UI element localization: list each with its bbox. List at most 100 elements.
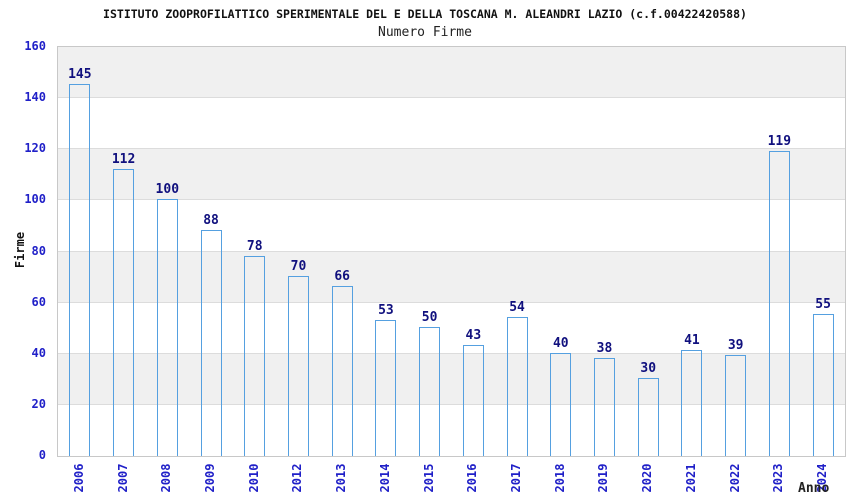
bar-value-label: 43 [465,328,482,344]
bar-2020 [637,378,659,456]
bar-value-label: 40 [552,335,569,351]
gridline [58,301,845,303]
bar-value-label: 30 [640,361,657,377]
x-tick-cell: 2016 [450,457,494,499]
x-tick-cell: 2018 [538,457,582,499]
x-tick-cell: 2017 [494,457,538,499]
y-tick-label-100: 100 [24,192,46,207]
bar-column-2017: 54 [495,47,539,456]
bar-2015 [419,327,441,456]
bar-value-label: 70 [290,259,307,275]
bar-value-label: 100 [155,182,180,198]
x-tick-label-2022: 2022 [727,463,742,493]
bar-column-2008: 100 [145,47,189,456]
bar-column-2013: 66 [320,47,364,456]
x-tick-label-2010: 2010 [246,463,261,493]
grid-band [58,47,845,99]
bar-value-label: 53 [378,302,394,318]
bar-value-label: 50 [421,310,438,326]
bar-2014 [375,319,397,456]
y-tick-label-120: 120 [24,141,46,156]
bar-2006 [69,84,91,456]
x-tick-label-2012: 2012 [290,463,305,493]
x-tick-cell: 2006 [57,457,101,499]
x-tick-label-2023: 2023 [771,463,786,493]
x-tick-cell: 2021 [669,457,713,499]
bar-2024 [812,314,834,456]
bar-column-2024: 55 [801,47,845,456]
bars-row: 145 112 100 88 78 70 66 53 50 43 54 40 38 30 41 39 119 55 [58,47,845,456]
bar-column-2010: 78 [233,47,277,456]
x-tick-label-2009: 2009 [203,463,218,493]
grid-band [58,302,845,354]
bar-2012 [287,276,309,456]
bar-value-label: 88 [203,213,219,229]
x-tick-label-2017: 2017 [509,463,524,493]
x-tick-cell: 2014 [363,457,407,499]
gridline [58,250,845,252]
grid-band [58,251,845,303]
bar-column-2012: 70 [277,47,321,456]
x-tick-label-2008: 2008 [159,463,174,493]
y-tick-label-80: 80 [31,243,46,258]
gridline [58,148,845,150]
bar-column-2016: 43 [451,47,495,456]
bar-column-2019: 38 [583,47,627,456]
bar-column-2020: 30 [626,47,670,456]
x-tick-cell: 2009 [188,457,232,499]
bar-value-label: 38 [596,340,613,356]
gridline [58,199,845,201]
x-axis-tick-labels: 2006 2007 2008 2009 2010 2012 2013 2014 2015 2016… [57,457,844,499]
bar-2010 [244,255,266,456]
x-tick-label-2019: 2019 [596,463,611,493]
grid-band [58,149,845,201]
bar-column-2021: 41 [670,47,714,456]
x-tick-label-2018: 2018 [552,463,567,493]
bar-column-2014: 53 [364,47,408,456]
grid-band [58,98,845,150]
grid-band [58,404,845,456]
bar-2009 [200,230,222,456]
bar-value-label: 39 [727,338,744,354]
bar-column-2015: 50 [408,47,452,456]
x-tick-cell: 2019 [582,457,626,499]
x-tick-cell: 2008 [144,457,188,499]
x-tick-cell: 2020 [625,457,669,499]
y-tick-label-140: 140 [24,90,46,105]
bar-2022 [725,355,747,456]
y-tick-label-40: 40 [31,345,46,360]
x-tick-cell: 2007 [101,457,145,499]
x-tick-cell: 2022 [713,457,757,499]
x-axis-title: Anno [798,481,830,496]
bar-value-label: 78 [246,238,263,254]
chart-title: ISTITUTO ZOOPROFILATTICO SPERIMENTALE DE… [103,7,747,21]
x-tick-label-2013: 2013 [334,463,349,493]
gridline [58,97,845,99]
x-tick-cell: 2012 [276,457,320,499]
gridline [58,403,845,405]
y-tick-label-160: 160 [24,39,46,53]
chart-subtitle: Numero Firme [378,25,472,40]
bar-2023 [768,150,790,456]
grid-band [58,353,845,405]
gridline [58,352,845,354]
bar-column-2006: 145 [58,47,102,456]
bar-2019 [593,357,615,456]
bar-column-2007: 112 [102,47,146,456]
plot-area: 145 112 100 88 78 70 66 53 50 43 54 40 38 30 41 39 119 55 [57,46,846,457]
x-tick-label-2006: 2006 [71,463,86,493]
y-tick-label-0: 0 [38,448,46,462]
bar-2013 [331,286,353,456]
x-tick-cell: 2015 [407,457,451,499]
x-tick-label-2016: 2016 [465,463,480,493]
x-tick-label-2021: 2021 [683,463,698,493]
bar-column-2022: 39 [714,47,758,456]
bar-value-label: 119 [767,133,792,149]
x-tick-label-2014: 2014 [377,463,392,493]
bar-column-2018: 40 [539,47,583,456]
x-tick-label-2020: 2020 [640,463,655,493]
bar-value-label: 66 [334,269,350,285]
bar-column-2009: 88 [189,47,233,456]
x-tick-label-2007: 2007 [115,463,130,493]
